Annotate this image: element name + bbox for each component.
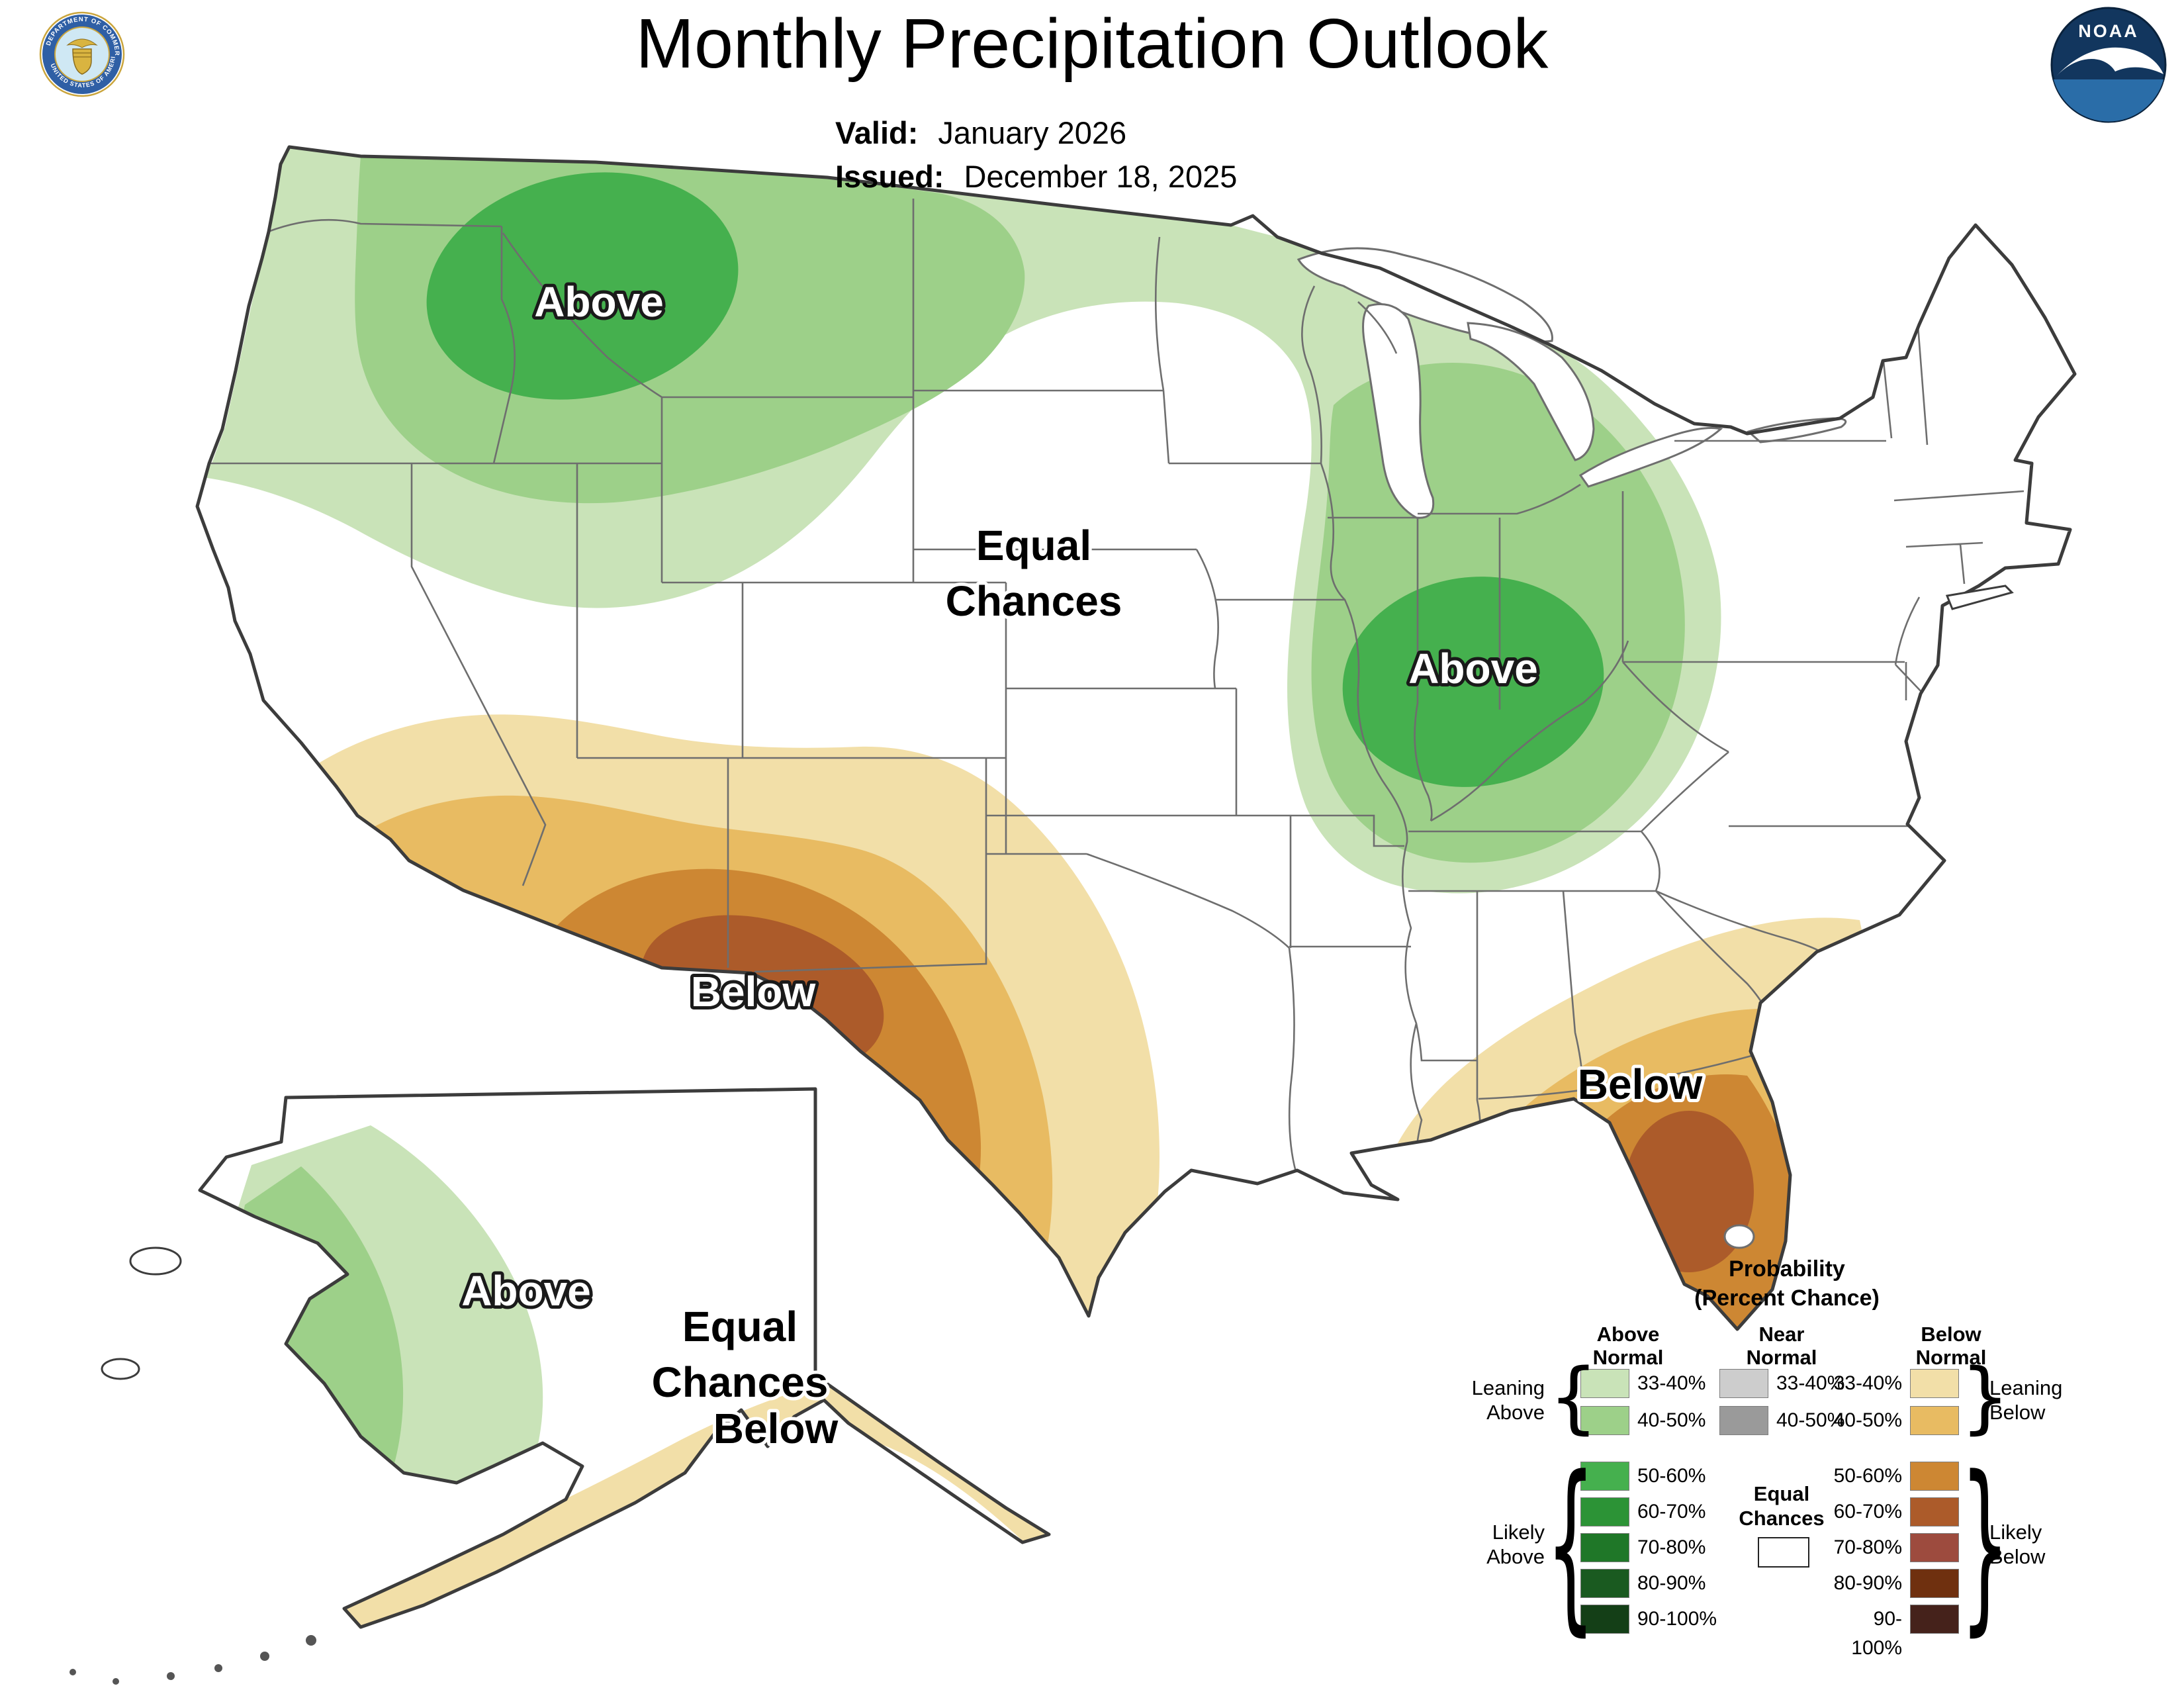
alaska-outline xyxy=(198,1087,1051,1629)
valid-line: Valid: January 2026 xyxy=(835,111,1237,155)
legend-range-above-80-90: 80-90% xyxy=(1637,1572,1706,1594)
page-title: Monthly Precipitation Outlook xyxy=(635,5,1549,83)
valid-value: January 2026 xyxy=(938,115,1127,150)
legend-range-below-70-80: 70-80% xyxy=(1833,1536,1902,1558)
alaska-islands xyxy=(101,1246,182,1380)
legend-range-above-50-60: 50-60% xyxy=(1637,1465,1706,1487)
issued-label: Issued: xyxy=(835,159,944,194)
legend-swatch-above-90-100 xyxy=(1580,1605,1629,1634)
lake-ontario xyxy=(1746,417,1847,444)
noaa-logo: NOAA xyxy=(2050,7,2167,123)
legend-swatch-above-70-80 xyxy=(1580,1533,1629,1562)
legend-range-near-40-50: 40-50% xyxy=(1776,1409,1845,1431)
issued-value: December 18, 2025 xyxy=(964,159,1238,194)
conus-outline xyxy=(195,145,2077,1331)
alaska-above-50-60 xyxy=(200,1262,256,1357)
aleutian-islands xyxy=(69,1635,316,1685)
legend-group-leaning-above: Leaning Above xyxy=(1471,1376,1545,1424)
legend-header-near-normal: Near Normal xyxy=(1746,1323,1817,1369)
commerce-seal-logo: DEPARTMENT OF COMMERCE UNITED STATES OF … xyxy=(39,11,125,97)
legend-range-above-70-80: 70-80% xyxy=(1637,1536,1706,1558)
legend-swatch-below-50-60 xyxy=(1910,1462,1959,1491)
noaa-wordmark: NOAA xyxy=(2078,21,2139,41)
legend-range-above-60-70: 60-70% xyxy=(1637,1501,1706,1523)
state-borders xyxy=(210,199,2025,1172)
legend-swatch-below-33-40 xyxy=(1910,1369,1959,1398)
legend-group-likely-above: Likely Above xyxy=(1486,1521,1545,1568)
label-below-southeast: Below xyxy=(1578,1060,1703,1108)
legend-range-below-60-70: 60-70% xyxy=(1833,1501,1902,1523)
legend-range-above-33-40: 33-40% xyxy=(1637,1372,1706,1394)
legend-header-below-normal: Below Normal xyxy=(1915,1323,1987,1369)
seal-eagle-icon xyxy=(66,38,98,48)
legend-swatch-above-33-40 xyxy=(1580,1369,1629,1398)
leaning-below-brace: } xyxy=(1960,1351,2011,1442)
lake-huron xyxy=(1467,322,1595,461)
legend-equal-chances-swatch xyxy=(1758,1537,1809,1568)
label-alaska-equal-line1: Equal xyxy=(682,1303,797,1350)
label-above-ohio-valley: Above xyxy=(1408,645,1538,692)
legend-range-below-90-100: 90-100% xyxy=(1851,1608,1902,1659)
legend-swatch-above-40-50 xyxy=(1580,1406,1629,1435)
long-island xyxy=(1945,585,2014,610)
legend-swatch-below-60-70 xyxy=(1910,1497,1959,1526)
island xyxy=(101,1358,140,1380)
legend-swatch-near-33-40 xyxy=(1719,1369,1768,1398)
label-alaska-below: Below xyxy=(713,1405,839,1452)
validity-block: Valid: January 2026 Issued: December 18, 2… xyxy=(835,111,1237,199)
label-alaska-equal-line2: Chances xyxy=(652,1358,829,1406)
legend-swatch-above-60-70 xyxy=(1580,1497,1629,1526)
legend-range-below-33-40: 33-40% xyxy=(1833,1372,1902,1394)
lake-okeechobee xyxy=(1723,1224,1755,1249)
legend-group-leaning-below: Leaning Below xyxy=(1989,1376,2063,1424)
valid-label: Valid: xyxy=(835,115,919,150)
legend-range-above-40-50: 40-50% xyxy=(1637,1409,1706,1431)
legend-swatch-below-40-50 xyxy=(1910,1406,1959,1435)
label-above-northwest: Above xyxy=(534,278,664,326)
lake-erie xyxy=(1578,427,1723,488)
noaa-seagull-icon xyxy=(2057,47,2163,75)
legend-range-near-33-40: 33-40% xyxy=(1776,1372,1845,1394)
legend-title-line1: Probability xyxy=(1729,1256,1845,1282)
legend-swatch-below-70-80 xyxy=(1910,1533,1959,1562)
legend-swatch-near-40-50 xyxy=(1719,1406,1768,1435)
above-region-northwest-50-60 xyxy=(426,172,739,400)
noaa-lower-sphere xyxy=(2054,79,2163,122)
likely-below-brace: } xyxy=(1960,1436,2010,1653)
label-equal-chances-line1: Equal xyxy=(976,522,1091,569)
seal-shield-stripes xyxy=(73,52,91,58)
legend-equal-chances-label: Equal Chances xyxy=(1739,1482,1825,1530)
legend-range-above-90-100: 90-100% xyxy=(1637,1608,1717,1630)
likely-above-brace: { xyxy=(1546,1436,1596,1653)
label-below-southwest: Below xyxy=(691,968,816,1015)
legend-swatch-above-50-60 xyxy=(1580,1462,1629,1491)
legend-range-below-40-50: 40-50% xyxy=(1833,1409,1902,1431)
label-equal-chances-line2: Chances xyxy=(946,577,1122,625)
island xyxy=(129,1246,182,1276)
label-alaska-above: Above xyxy=(461,1267,591,1315)
legend-swatch-below-80-90 xyxy=(1910,1569,1959,1598)
issued-line: Issued: December 18, 2025 xyxy=(835,155,1237,199)
legend-group-likely-below: Likely Below xyxy=(1989,1521,2046,1568)
legend-range-below-50-60: 50-60% xyxy=(1833,1465,1902,1487)
legend-swatch-above-80-90 xyxy=(1580,1569,1629,1598)
legend-swatch-below-90-100 xyxy=(1910,1605,1959,1634)
leaning-above-brace: { xyxy=(1549,1351,1599,1442)
legend-header-above-normal: Above Normal xyxy=(1592,1323,1664,1369)
legend-range-below-80-90: 80-90% xyxy=(1833,1572,1902,1594)
legend-title-line2: (Percent Chance) xyxy=(1694,1286,1880,1311)
seal-shield-icon xyxy=(72,48,92,75)
